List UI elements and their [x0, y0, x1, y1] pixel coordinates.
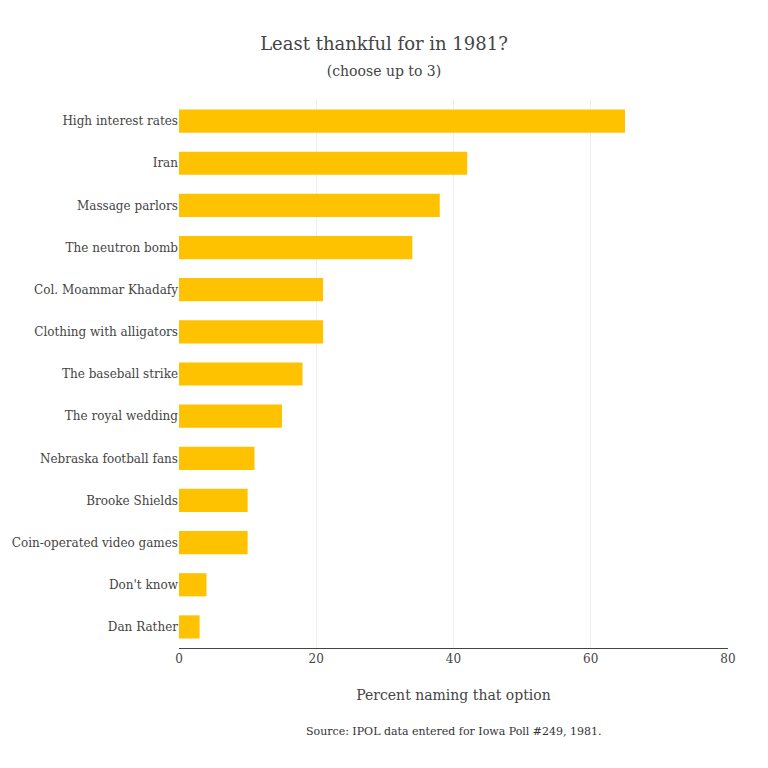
svg-text:0: 0 [175, 652, 183, 666]
svg-text:60: 60 [583, 652, 598, 666]
svg-text:(choose up to 3): (choose up to 3) [327, 63, 441, 79]
svg-text:Dan Rather: Dan Rather [108, 620, 178, 634]
svg-text:Source: IPOL data entered for: Source: IPOL data entered for Iowa Poll … [306, 725, 602, 738]
svg-text:The baseball strike: The baseball strike [62, 367, 178, 381]
svg-text:Don't know: Don't know [109, 578, 179, 592]
svg-text:Brooke Shields: Brooke Shields [86, 494, 178, 508]
svg-text:The royal wedding: The royal wedding [65, 409, 178, 423]
svg-text:Percent naming that option: Percent naming that option [356, 687, 551, 703]
svg-text:Clothing with alligators: Clothing with alligators [34, 325, 178, 339]
svg-text:20: 20 [309, 652, 324, 666]
svg-text:The neutron bomb: The neutron bomb [66, 241, 179, 255]
svg-text:Coin-operated video games: Coin-operated video games [12, 536, 178, 550]
svg-text:Iran: Iran [153, 156, 179, 170]
svg-text:Nebraska football fans: Nebraska football fans [40, 452, 178, 466]
svg-text:80: 80 [720, 652, 735, 666]
svg-text:Massage parlors: Massage parlors [77, 199, 178, 213]
svg-text:Col. Moammar Khadafy: Col. Moammar Khadafy [34, 283, 178, 297]
svg-text:Least thankful for in 1981?: Least thankful for in 1981? [260, 33, 508, 54]
svg-text:High interest rates: High interest rates [62, 114, 178, 128]
svg-text:40: 40 [446, 652, 461, 666]
